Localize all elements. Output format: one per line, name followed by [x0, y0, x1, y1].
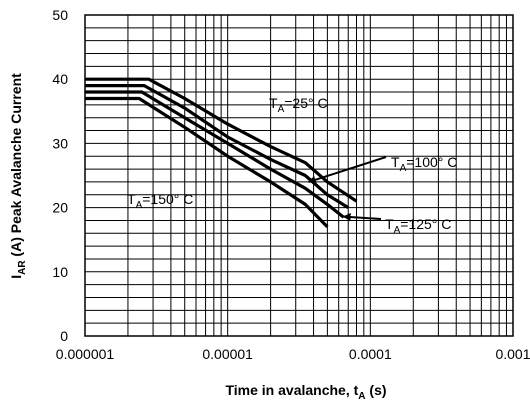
series-line-1	[85, 83, 350, 209]
annotation-ta-125: TA=125° C	[385, 216, 451, 236]
x-axis-title: Time in avalanche, tA (s)	[225, 382, 386, 401]
arrow-ta-100	[307, 156, 387, 184]
series-line-0	[85, 77, 358, 203]
tick-labels: 0.000001 0.00001 0.0001 0.001 0 10 20 30 40 50	[52, 7, 530, 362]
x-tick-label: 0.00001	[202, 346, 253, 362]
y-axis-title: IAR (A) Peak Avalanche Current	[8, 73, 28, 279]
annotation-arrows	[307, 156, 387, 222]
annotation-ta-25: TA=25° C	[269, 95, 328, 115]
annotation-ta-150: TA=150° C	[127, 191, 193, 211]
arrow-ta-125	[342, 213, 382, 222]
annotation-ta-100: TA=100° C	[391, 154, 457, 174]
x-tick-label: 0.0001	[349, 346, 392, 362]
plot-frame	[84, 14, 514, 337]
series-line-3	[85, 96, 329, 229]
y-tick-label: 40	[52, 71, 68, 87]
series-lines	[85, 77, 358, 229]
x-tick-label: 0.000001	[56, 346, 115, 362]
series-line-2	[85, 90, 345, 219]
y-tick-label: 20	[52, 200, 68, 216]
y-tick-label: 10	[52, 264, 68, 280]
y-tick-label: 0	[60, 328, 68, 344]
x-tick-label: 0.001	[495, 346, 530, 362]
grid	[84, 14, 513, 337]
y-tick-label: 50	[52, 7, 68, 23]
y-tick-label: 30	[52, 135, 68, 151]
